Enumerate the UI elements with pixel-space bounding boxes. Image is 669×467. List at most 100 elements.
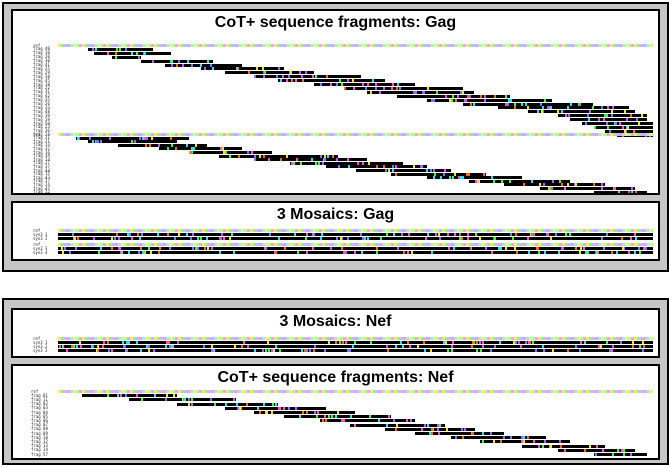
residue-mark	[448, 176, 451, 180]
residue-mark	[279, 349, 281, 352]
residue-mark	[74, 237, 76, 240]
residue-mark	[543, 183, 546, 187]
residue-mark	[191, 398, 194, 402]
residue-mark	[118, 237, 120, 240]
residue-mark	[91, 47, 94, 51]
fragment-track	[319, 419, 415, 423]
residue-mark	[484, 94, 487, 98]
residue-mark	[347, 237, 349, 240]
row-label: frag 07	[31, 422, 48, 428]
residue-mark	[124, 394, 127, 398]
residue-mark	[386, 233, 388, 236]
residue-mark	[148, 349, 150, 352]
residue-mark	[345, 251, 347, 254]
residue-mark	[347, 349, 349, 352]
fragment-track	[87, 140, 177, 144]
residue-mark	[266, 411, 269, 414]
residue-mark	[547, 233, 549, 236]
residue-mark	[171, 345, 173, 348]
fragment-track	[111, 55, 142, 59]
row-label: frag 13	[33, 142, 50, 148]
row-label: frag 02	[31, 401, 48, 407]
row-label: ref	[31, 388, 39, 394]
residue-mark	[144, 251, 146, 254]
residue-mark	[637, 122, 640, 125]
residue-mark	[461, 436, 464, 440]
residue-mark	[454, 436, 457, 440]
residue-mark	[507, 98, 510, 102]
residue-mark	[203, 345, 205, 348]
residue-mark	[533, 233, 535, 236]
residue-mark	[350, 415, 353, 419]
residue-mark	[438, 432, 440, 435]
residue-mark	[140, 349, 142, 352]
row-label: frag 57	[31, 451, 48, 457]
residue-mark	[445, 341, 447, 344]
residue-mark	[542, 345, 544, 348]
residue-mark	[538, 444, 541, 448]
residue-mark	[210, 398, 213, 402]
residue-mark	[527, 237, 529, 240]
residue-mark	[603, 114, 606, 118]
residue-mark	[247, 71, 250, 75]
residue-mark	[482, 341, 484, 344]
residue-mark	[616, 251, 618, 254]
residue-mark	[569, 233, 571, 236]
residue-mark	[543, 98, 546, 102]
residue-mark	[600, 187, 603, 190]
residue-mark	[169, 345, 171, 348]
fragment-track	[325, 165, 427, 169]
residue-mark	[483, 98, 486, 102]
residue-mark	[622, 453, 625, 456]
residue-mark	[207, 59, 210, 63]
row-label: frag 21	[33, 138, 50, 144]
residue-mark	[269, 233, 271, 236]
fragment-track	[224, 406, 326, 410]
residue-mark	[170, 143, 173, 147]
residue-mark	[119, 394, 122, 398]
reference-sequence-row	[58, 44, 653, 47]
residue-mark	[259, 411, 262, 414]
residue-mark	[452, 341, 454, 344]
residue-mark	[284, 247, 286, 250]
residue-mark	[256, 406, 259, 410]
residue-mark	[364, 237, 366, 240]
residue-mark	[451, 176, 454, 180]
residue-mark	[642, 341, 644, 344]
residue-mark	[153, 349, 155, 352]
residue-mark	[341, 237, 343, 240]
residue-mark	[285, 154, 288, 158]
row-label: frag 41	[33, 62, 50, 67]
residue-mark	[165, 345, 167, 348]
residue-mark	[231, 233, 233, 236]
residue-mark	[79, 341, 81, 344]
gag-fragments-panel: CoT+ sequence fragments: Gag ref frag 40 f…	[11, 9, 660, 195]
residue-mark	[494, 345, 496, 348]
fragment-track	[343, 86, 463, 90]
residue-mark	[613, 187, 616, 190]
residue-mark	[220, 237, 222, 240]
residue-mark	[114, 51, 117, 55]
residue-mark	[473, 341, 475, 344]
residue-mark	[143, 251, 145, 254]
fragment-track	[367, 90, 475, 94]
residue-mark	[114, 55, 117, 59]
residue-mark	[454, 98, 457, 102]
residue-mark	[434, 172, 437, 176]
residue-mark	[544, 251, 546, 254]
residue-mark	[302, 411, 305, 414]
residue-mark	[182, 63, 185, 67]
residue-mark	[118, 47, 121, 51]
residue-mark	[328, 341, 330, 344]
residue-mark	[340, 83, 343, 86]
residue-mark	[430, 98, 433, 102]
residue-mark	[420, 165, 423, 169]
residue-mark	[462, 90, 465, 94]
residue-mark	[336, 237, 338, 240]
residue-mark	[606, 233, 608, 236]
residue-mark	[321, 233, 323, 236]
residue-mark	[391, 165, 394, 169]
residue-mark	[238, 406, 241, 410]
residue-mark	[128, 251, 130, 254]
residue-mark	[622, 247, 624, 250]
